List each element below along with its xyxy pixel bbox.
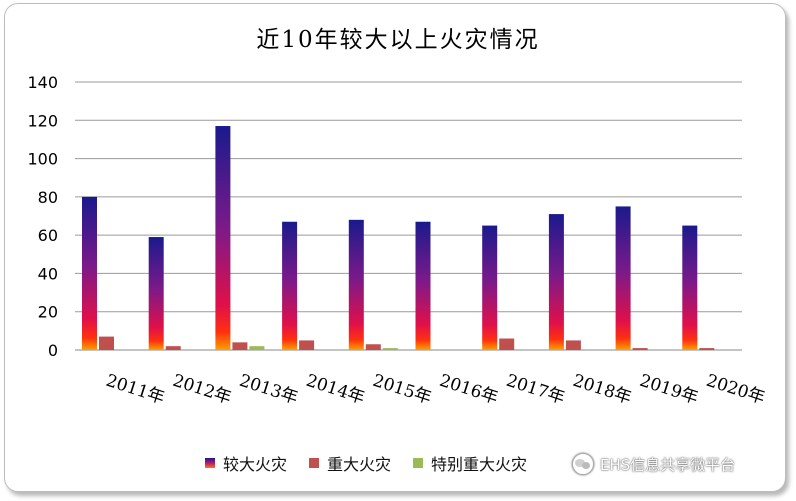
chart-title: 近10年较大以上火灾情况 [256, 27, 540, 53]
legend: 较大火灾 重大火灾 特别重大火灾 [205, 452, 527, 474]
x-tick-label: 2016年 [437, 371, 500, 409]
chart-card [4, 3, 786, 492]
bar-series-2 [99, 336, 114, 350]
legend-item-series-3: 特别重大火灾 [413, 451, 527, 475]
bar-series-2 [165, 346, 181, 350]
x-tick-label: 2019年 [637, 371, 700, 409]
legend-label-series-2: 重大火灾 [327, 455, 392, 474]
bar-series-1 [482, 225, 498, 350]
bar-series-1 [548, 214, 564, 350]
x-tick-label: 2012年 [170, 371, 233, 409]
bar-series-1 [615, 206, 631, 350]
y-tick-label: 60 [38, 226, 58, 245]
bar-series-1 [415, 221, 431, 350]
x-tick-label: 2013年 [237, 371, 300, 409]
bar-series-2 [565, 340, 581, 350]
bar-series-2 [365, 344, 381, 350]
x-tick-label: 2017年 [504, 371, 567, 409]
legend-label-series-3: 特别重大火灾 [431, 455, 528, 474]
x-tick-label: 2020年 [704, 371, 767, 409]
y-tick-label: 80 [38, 188, 58, 207]
bar-series-2 [632, 348, 648, 350]
bar-series-2 [699, 348, 715, 350]
x-tick-label: 2018年 [570, 371, 633, 409]
x-tick-label: 2011年 [103, 371, 166, 409]
y-tick-label: 40 [38, 264, 58, 283]
bar-series-1 [215, 126, 231, 351]
legend-label-series-1: 较大火灾 [223, 455, 288, 474]
legend-swatch-series-1 [205, 458, 215, 468]
wechat-icon [572, 453, 594, 475]
legend-item-series-2: 重大火灾 [309, 451, 391, 475]
bar-series-1 [682, 225, 698, 350]
legend-item-series-1: 较大火灾 [205, 451, 287, 475]
watermark-text: EHS信息共享微平台 [600, 455, 736, 474]
bar-series-2 [299, 340, 315, 350]
bar-series-3 [249, 346, 265, 350]
y-tick-label: 20 [38, 303, 58, 322]
bar-series-1 [282, 221, 298, 350]
y-tick-label: 140 [27, 73, 58, 92]
bar-series-2 [499, 338, 515, 350]
bar-series-2 [232, 342, 248, 350]
watermark: EHS信息共享微平台 [572, 450, 735, 478]
legend-swatch-series-3 [413, 458, 424, 468]
bar-series-1 [148, 237, 164, 350]
y-tick-label: 120 [27, 111, 58, 130]
legend-swatch-series-2 [309, 458, 320, 468]
x-tick-label: 2015年 [370, 371, 433, 409]
y-tick-label: 100 [27, 150, 58, 169]
bar-series-1 [82, 196, 97, 350]
y-tick-label: 0 [48, 341, 58, 360]
x-tick-label: 2014年 [304, 371, 367, 409]
bar-series-3 [382, 348, 398, 350]
bar-series-1 [348, 219, 364, 350]
